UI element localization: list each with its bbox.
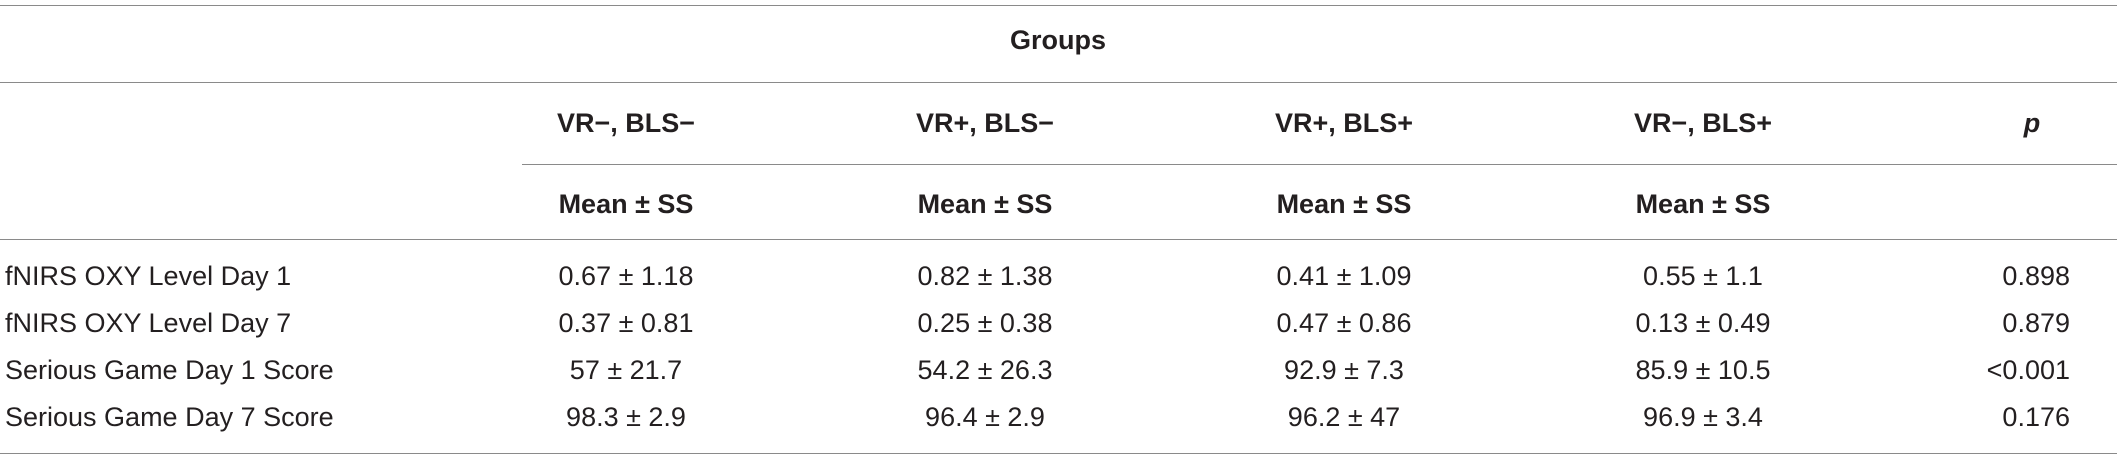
p-value: 0.898 <box>2002 261 2070 291</box>
top-rule <box>0 5 2117 6</box>
table-cell: 0.41 ± 1.09 <box>1276 261 1412 291</box>
table-cell: 85.9 ± 10.5 <box>1635 355 1771 385</box>
row-label: fNIRS OXY Level Day 1 <box>5 261 292 291</box>
row-label: Serious Game Day 1 Score <box>5 355 334 385</box>
p-value: <0.001 <box>1986 355 2070 385</box>
col-header-1: VR−, BLS− <box>556 108 696 138</box>
groups-header: Groups <box>1009 25 1107 55</box>
table-cell: 0.67 ± 1.18 <box>558 261 694 291</box>
subheader-rule <box>522 164 2117 165</box>
row-label: fNIRS OXY Level Day 7 <box>5 308 292 338</box>
table-cell: 0.13 ± 0.49 <box>1635 308 1771 338</box>
col-header-3: VR+, BLS+ <box>1274 108 1414 138</box>
table-cell: 54.2 ± 26.3 <box>917 355 1053 385</box>
groups-rule <box>0 82 2117 83</box>
table-cell: 96.4 ± 2.9 <box>925 402 1045 432</box>
stat-header-1: Mean ± SS <box>558 189 694 219</box>
table-cell: 0.37 ± 0.81 <box>558 308 694 338</box>
p-value: 0.879 <box>2002 308 2070 338</box>
col-header-2: VR+, BLS− <box>915 108 1055 138</box>
bottom-rule <box>0 453 2117 454</box>
p-header: p <box>2023 108 2041 138</box>
table-cell: 0.25 ± 0.38 <box>917 308 1053 338</box>
stat-header-4: Mean ± SS <box>1635 189 1771 219</box>
row-label: Serious Game Day 7 Score <box>5 402 334 432</box>
table-cell: 96.2 ± 47 <box>1287 402 1401 432</box>
table-cell: 92.9 ± 7.3 <box>1284 355 1404 385</box>
table-cell: 96.9 ± 3.4 <box>1643 402 1763 432</box>
col-header-4: VR−, BLS+ <box>1633 108 1773 138</box>
p-value: 0.176 <box>2002 402 2070 432</box>
table-cell: 0.55 ± 1.1 <box>1643 261 1763 291</box>
table-cell: 57 ± 21.7 <box>569 355 683 385</box>
table-cell: 0.82 ± 1.38 <box>917 261 1053 291</box>
table-cell: 0.47 ± 0.86 <box>1276 308 1412 338</box>
stat-header-3: Mean ± SS <box>1276 189 1412 219</box>
header-bottom-rule <box>0 239 2117 240</box>
table-cell: 98.3 ± 2.9 <box>566 402 686 432</box>
stat-header-2: Mean ± SS <box>917 189 1053 219</box>
